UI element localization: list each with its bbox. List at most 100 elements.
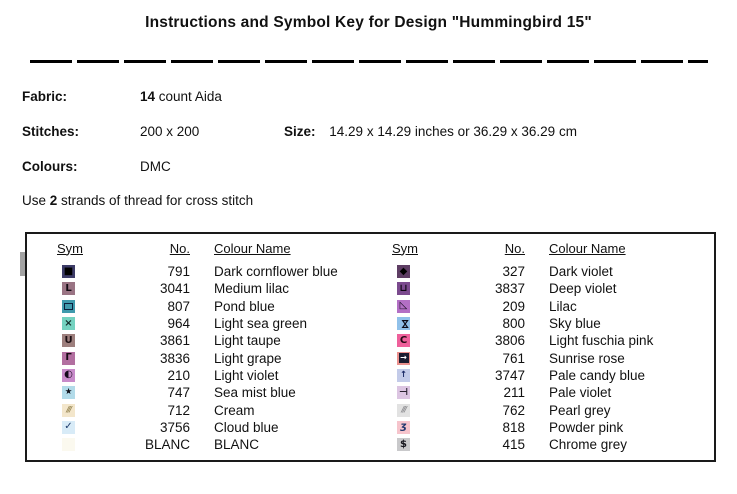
table-header: Sym No. Colour Name — [367, 240, 712, 256]
symbol-glyph: ◐ — [64, 369, 73, 381]
colour-name: Light violet — [214, 367, 279, 383]
colour-name: Pearl grey — [549, 402, 611, 418]
table-row: → 761 Sunrise rose — [367, 349, 712, 366]
table-row: ʒ 818 Powder pink — [367, 419, 712, 436]
symbol-swatch — [62, 299, 75, 313]
header-colour-name: Colour Name — [549, 240, 626, 256]
header-sym: Sym — [57, 240, 83, 256]
table-row: Γ 3836 Light grape — [32, 349, 362, 366]
header-no: No. — [504, 240, 525, 256]
symbol-swatch: ⊣ — [397, 386, 410, 400]
symbol-swatch: × — [62, 317, 75, 331]
symbol-glyph: /// — [66, 405, 72, 415]
symbol-swatch: ⊔ — [397, 282, 410, 296]
table-row: ⊔ 3837 Deep violet — [367, 280, 712, 297]
fabric-label: Fabric: — [22, 89, 68, 104]
stitches-row: Stitches: 200 x 200 Size: 14.29 x 14.29 … — [22, 124, 577, 139]
thread-number: 800 — [502, 316, 525, 332]
header-sym: Sym — [392, 240, 418, 256]
table-row: ◐ 210 Light violet — [32, 367, 362, 384]
thread-number: 210 — [167, 367, 190, 383]
symbol-swatch — [62, 438, 75, 452]
symbol-swatch: C — [397, 334, 410, 348]
symbol-swatch: → — [397, 351, 410, 365]
thread-number: 3747 — [494, 367, 525, 383]
symbol-glyph: ◺ — [399, 300, 408, 312]
symbol-glyph: Γ — [65, 352, 72, 364]
key-table-right: Sym No. Colour Name ◆ 327 Dark violet ⊔ — [367, 240, 712, 453]
symbol-swatch: ʒ — [397, 420, 410, 434]
symbol-swatch: ⋈ — [397, 317, 410, 331]
thread-number: BLANC — [144, 437, 190, 453]
table-row: /// 712 Cream — [32, 401, 362, 418]
colour-name: Cream — [214, 402, 255, 418]
thread-number: 415 — [502, 437, 525, 453]
symbol-glyph: $ — [400, 438, 407, 450]
symbol-glyph: ⊔ — [399, 282, 408, 294]
symbol-glyph: ⋈ — [398, 318, 410, 329]
symbol-glyph: /// — [401, 405, 407, 415]
colour-name: Light grape — [214, 350, 282, 366]
symbol-swatch: ↑ — [397, 368, 410, 382]
table-row: × 964 Light sea green — [32, 315, 362, 332]
symbol-glyph: ★ — [64, 387, 73, 398]
table-row: $ 415 Chrome grey — [367, 436, 712, 453]
symbol-swatch: Γ — [62, 351, 75, 365]
colour-name: Dark cornflower blue — [214, 264, 338, 280]
colour-name: Dark violet — [549, 264, 613, 280]
symbol-swatch: U — [62, 334, 75, 348]
thread-number: 807 — [167, 298, 190, 314]
colour-name: Chrome grey — [549, 437, 628, 453]
colours-label: Colours: — [22, 159, 78, 174]
symbol-glyph: L — [65, 282, 72, 294]
symbol-glyph: C — [399, 334, 408, 346]
dashed-divider — [30, 60, 708, 63]
colour-name: Pond blue — [214, 298, 275, 314]
thread-number: 964 — [167, 316, 190, 332]
symbol-swatch: ■ — [62, 265, 75, 279]
thread-number: 761 — [502, 350, 525, 366]
colour-name: Sea mist blue — [214, 385, 296, 401]
colour-name: Sky blue — [549, 316, 601, 332]
colour-name: Light sea green — [214, 316, 308, 332]
colours-row: Colours: DMC — [22, 159, 171, 174]
colour-name: Deep violet — [549, 281, 617, 297]
symbol-glyph: ✓ — [64, 421, 73, 433]
colour-name: Lilac — [549, 298, 577, 314]
symbol-glyph: ◆ — [399, 265, 408, 277]
symbol-swatch: ★ — [62, 386, 75, 400]
table-row: BLANC BLANC — [32, 436, 362, 453]
symbol-glyph: U — [64, 334, 73, 346]
symbol-swatch: ◆ — [397, 265, 410, 279]
symbol-glyph: × — [64, 317, 73, 329]
colour-name: Powder pink — [549, 419, 624, 435]
table-header: Sym No. Colour Name — [32, 240, 362, 256]
colour-name: Cloud blue — [214, 419, 279, 435]
symbol-glyph: → — [398, 353, 409, 364]
rows-right: ◆ 327 Dark violet ⊔ 3837 Deep violet ◺ — [367, 263, 712, 453]
table-row: ◆ 327 Dark violet — [367, 263, 712, 280]
table-row: ⋈ 800 Sky blue — [367, 315, 712, 332]
symbol-swatch: ◺ — [397, 299, 410, 313]
thread-number: 712 — [167, 402, 190, 418]
thread-number: 3861 — [159, 333, 190, 349]
size-label: Size: — [284, 124, 316, 139]
table-row: ■ 791 Dark cornflower blue — [32, 263, 362, 280]
thread-number: 818 — [502, 419, 525, 435]
symbol-swatch: ◐ — [62, 368, 75, 382]
symbol-glyph: ʒ — [400, 421, 407, 433]
thread-number: 791 — [167, 264, 190, 280]
colour-name: Light taupe — [214, 333, 281, 349]
thread-number: 209 — [502, 298, 525, 314]
symbol-swatch: $ — [397, 438, 410, 452]
strands-note: Use 2 strands of thread for cross stitch — [22, 193, 254, 208]
table-row: L 3041 Medium lilac — [32, 280, 362, 297]
colour-name: Medium lilac — [214, 281, 290, 297]
table-edge-notch — [20, 252, 25, 276]
size-value: 14.29 x 14.29 inches or 36.29 x 36.29 cm — [329, 124, 577, 139]
colour-name: Light fuschia pink — [549, 333, 654, 349]
symbol-glyph: ■ — [63, 265, 74, 277]
thread-number: 747 — [167, 385, 190, 401]
colours-value: DMC — [140, 159, 171, 174]
